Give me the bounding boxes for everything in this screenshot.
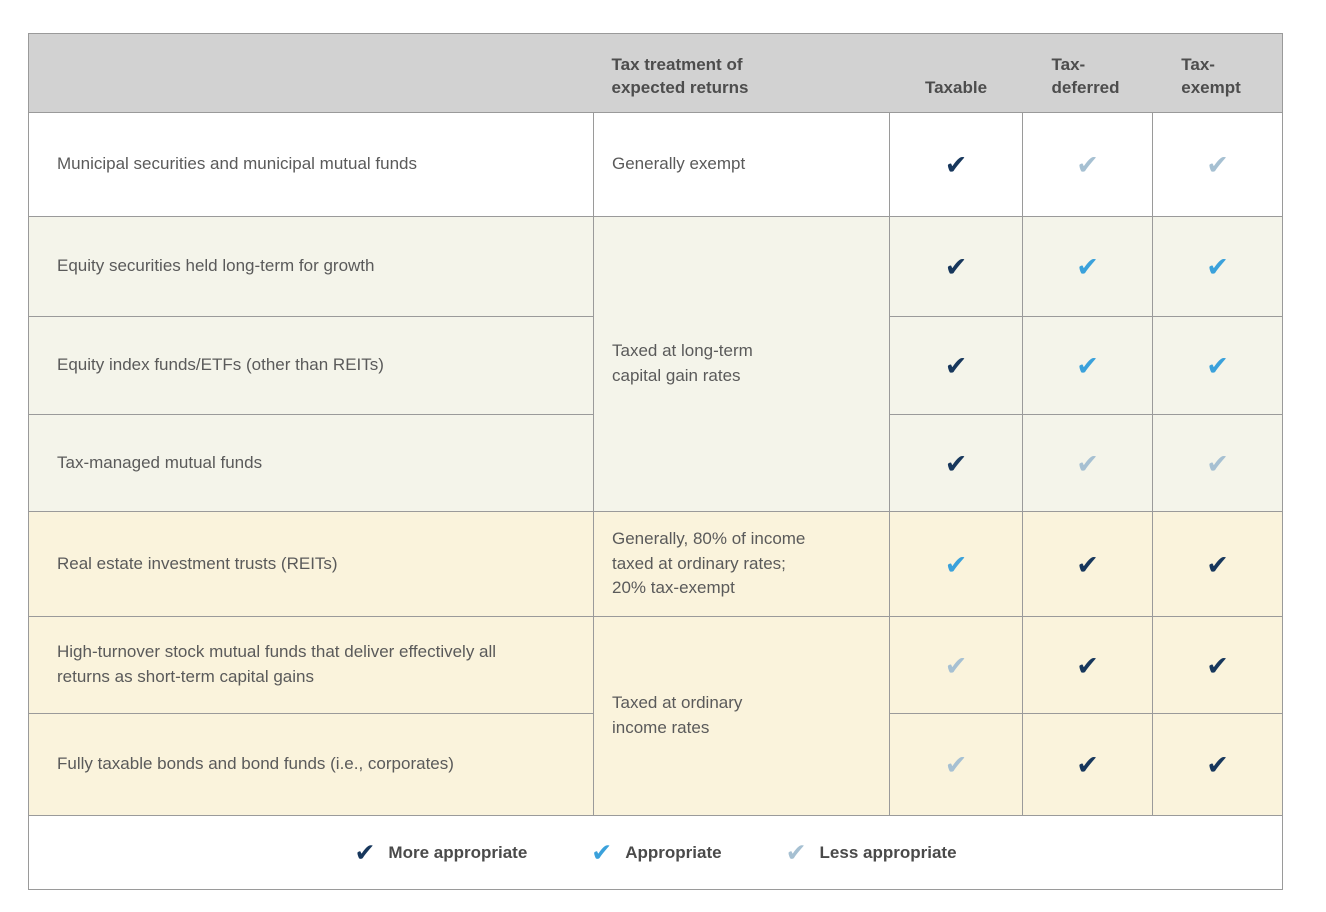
header-tax-exempt-label: Tax-exempt — [1181, 55, 1241, 97]
check-icon: ✔ — [1206, 650, 1229, 681]
table-row: Real estate investment trusts (REITs) Ge… — [28, 511, 1283, 617]
check-icon: ✔ — [944, 252, 968, 282]
check-icon: ✔ — [1206, 252, 1229, 282]
table-row: Fully taxable bonds and bond funds (i.e.… — [28, 713, 1283, 816]
check-icon-more-appropriate: ✔ — [354, 839, 376, 867]
cell-tax-exempt: ✔ — [1152, 216, 1283, 317]
table-row: Equity index funds/ETFs (other than REIT… — [28, 316, 1283, 415]
check-icon: ✔ — [944, 448, 968, 479]
row-label-equity-securities: Equity securities held long-term for gro… — [28, 216, 594, 317]
legend-label: Less appropriate — [819, 842, 957, 862]
header-tax-treatment-label: Tax treatment of expected returns — [611, 55, 749, 97]
cell-taxable: ✔ — [889, 112, 1023, 217]
check-icon: ✔ — [944, 351, 968, 381]
row-label-municipal: Municipal securities and municipal mutua… — [28, 112, 594, 217]
check-icon: ✔ — [1206, 750, 1229, 780]
cell-tax-deferred: ✔ — [1022, 316, 1153, 415]
tax-treatment-ordinary-income-text: Taxed at ordinary income rates — [612, 693, 743, 737]
check-icon: ✔ — [1206, 150, 1229, 180]
check-icon: ✔ — [1206, 351, 1229, 381]
cell-taxable: ✔ — [889, 316, 1023, 415]
header-tax-exempt: Tax-exempt — [1152, 33, 1283, 113]
check-icon: ✔ — [1076, 150, 1099, 180]
check-icon: ✔ — [944, 150, 968, 180]
cell-taxable: ✔ — [889, 616, 1023, 714]
row-label-taxable-bonds: Fully taxable bonds and bond funds (i.e.… — [28, 713, 594, 816]
header-tax-deferred-label: Tax-deferred — [1051, 55, 1120, 97]
cell-tax-deferred: ✔ — [1022, 511, 1153, 617]
check-icon: ✔ — [944, 750, 968, 780]
check-icon: ✔ — [1206, 448, 1229, 479]
row-label-equity-index-funds: Equity index funds/ETFs (other than REIT… — [28, 316, 594, 415]
tax-treatment-ordinary-income: Taxed at ordinary income rates — [593, 616, 890, 816]
check-icon: ✔ — [944, 650, 968, 681]
cell-taxable: ✔ — [889, 511, 1023, 617]
cell-tax-exempt: ✔ — [1152, 414, 1283, 512]
check-icon-appropriate: ✔ — [591, 839, 613, 867]
tax-treatment-reits-text: Generally, 80% of income taxed at ordina… — [612, 529, 806, 598]
cell-taxable: ✔ — [889, 414, 1023, 512]
check-icon: ✔ — [1076, 448, 1099, 479]
tax-appropriateness-table-wrapper: Tax treatment of expected returns Taxabl… — [28, 33, 1283, 890]
tax-treatment-reits: Generally, 80% of income taxed at ordina… — [593, 511, 890, 617]
tax-treatment-long-term-text: Taxed at long-term capital gain rates — [612, 341, 753, 385]
table-row: High-turnover stock mutual funds that de… — [28, 616, 1283, 816]
cell-taxable: ✔ — [889, 713, 1023, 816]
row-label-tax-managed-funds: Tax-managed mutual funds — [28, 414, 594, 512]
cell-tax-exempt: ✔ — [1152, 112, 1283, 217]
cell-taxable: ✔ — [889, 216, 1023, 317]
cell-tax-deferred: ✔ — [1022, 414, 1153, 512]
legend-label: More appropriate — [388, 842, 528, 862]
cell-tax-deferred: ✔ — [1022, 112, 1153, 217]
table-row: Tax-managed mutual funds ✔ ✔ ✔ — [28, 414, 1283, 512]
header-taxable: Taxable — [889, 33, 1023, 113]
table-row: Equity securities held long-term for gro… — [28, 216, 1283, 512]
check-icon: ✔ — [1076, 549, 1099, 580]
cell-tax-exempt: ✔ — [1152, 316, 1283, 415]
tax-treatment-generally-exempt: Generally exempt — [593, 112, 890, 217]
cell-tax-deferred: ✔ — [1022, 713, 1153, 816]
row-label-reits: Real estate investment trusts (REITs) — [28, 511, 594, 617]
legend-item-appropriate: ✔ Appropriate — [591, 839, 722, 867]
table-header-row: Tax treatment of expected returns Taxabl… — [28, 33, 1283, 113]
check-icon: ✔ — [1076, 252, 1099, 282]
header-tax-deferred: Tax-deferred — [1022, 33, 1153, 113]
legend-label: Appropriate — [625, 842, 722, 862]
check-icon: ✔ — [944, 549, 968, 580]
tax-treatment-long-term: Taxed at long-term capital gain rates — [593, 216, 890, 512]
legend-row: ✔ More appropriate ✔ Appropriate ✔ Less … — [28, 815, 1283, 890]
cell-tax-deferred: ✔ — [1022, 216, 1153, 317]
legend: ✔ More appropriate ✔ Appropriate ✔ Less … — [29, 839, 1282, 867]
table-row: Municipal securities and municipal mutua… — [28, 112, 1283, 217]
header-asset-class — [28, 33, 594, 113]
cell-tax-exempt: ✔ — [1152, 713, 1283, 816]
legend-item-less-appropriate: ✔ Less appropriate — [785, 839, 957, 867]
header-tax-treatment: Tax treatment of expected returns — [593, 33, 890, 113]
cell-tax-exempt: ✔ — [1152, 511, 1283, 617]
check-icon: ✔ — [1076, 650, 1099, 681]
tax-appropriateness-table: Tax treatment of expected returns Taxabl… — [28, 33, 1283, 890]
check-icon: ✔ — [1076, 351, 1099, 381]
cell-tax-exempt: ✔ — [1152, 616, 1283, 714]
legend-cell: ✔ More appropriate ✔ Appropriate ✔ Less … — [28, 815, 1283, 890]
check-icon: ✔ — [1076, 750, 1099, 780]
cell-tax-deferred: ✔ — [1022, 616, 1153, 714]
check-icon-less-appropriate: ✔ — [785, 839, 807, 867]
row-label-high-turnover-funds: High-turnover stock mutual funds that de… — [28, 616, 594, 714]
legend-item-more-appropriate: ✔ More appropriate — [354, 839, 528, 867]
check-icon: ✔ — [1206, 549, 1229, 580]
